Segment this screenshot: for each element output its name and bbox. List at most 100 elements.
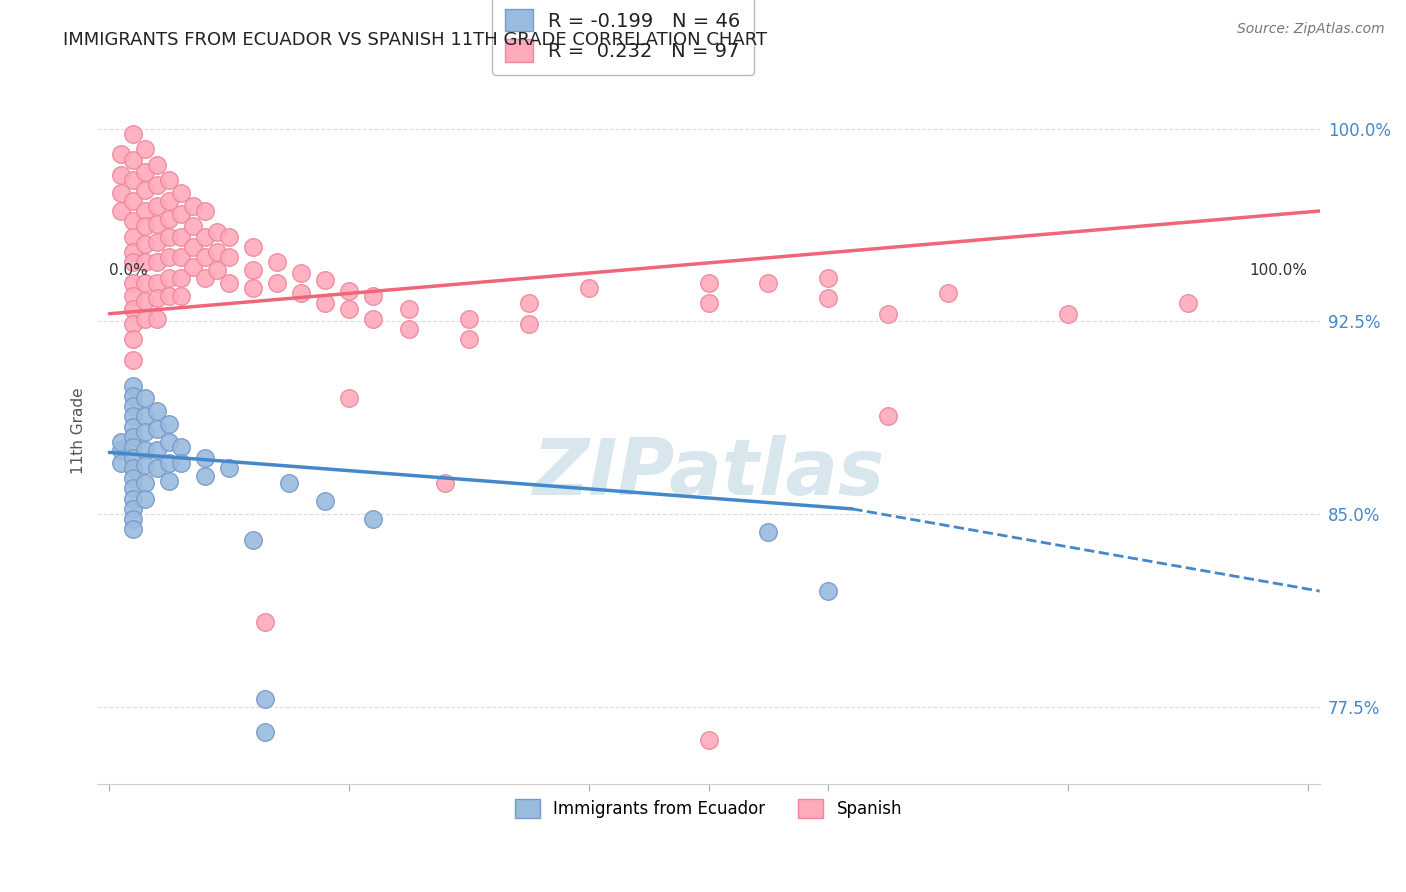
Point xyxy=(697,733,720,747)
Point xyxy=(122,245,145,260)
Point xyxy=(122,194,145,208)
Point xyxy=(122,353,145,368)
Point xyxy=(218,276,240,290)
Point xyxy=(134,476,156,491)
Point xyxy=(122,399,145,413)
Point xyxy=(122,419,145,434)
Point xyxy=(110,147,132,161)
Point xyxy=(218,460,240,475)
Point xyxy=(146,404,169,418)
Point xyxy=(278,476,301,491)
Point xyxy=(218,250,240,264)
Text: 0.0%: 0.0% xyxy=(110,263,148,278)
Point xyxy=(157,194,180,208)
Point xyxy=(578,281,600,295)
Point xyxy=(146,442,169,457)
Point xyxy=(194,204,217,219)
Point xyxy=(170,440,193,454)
Point xyxy=(157,270,180,285)
Point xyxy=(134,409,156,424)
Point xyxy=(254,615,277,629)
Point xyxy=(110,204,132,219)
Point xyxy=(170,456,193,470)
Point xyxy=(122,229,145,244)
Point xyxy=(242,240,264,254)
Text: ZIPatlas: ZIPatlas xyxy=(533,435,884,511)
Point xyxy=(146,311,169,326)
Point xyxy=(181,219,204,234)
Point xyxy=(146,235,169,249)
Point xyxy=(110,186,132,200)
Point xyxy=(170,186,193,200)
Point xyxy=(134,219,156,234)
Point xyxy=(337,284,360,298)
Point xyxy=(361,289,384,303)
Point xyxy=(134,237,156,252)
Point xyxy=(194,229,217,244)
Point xyxy=(157,289,180,303)
Legend: Immigrants from Ecuador, Spanish: Immigrants from Ecuador, Spanish xyxy=(508,792,910,825)
Point xyxy=(457,311,479,326)
Point xyxy=(122,409,145,424)
Point xyxy=(361,512,384,526)
Point xyxy=(242,533,264,547)
Point xyxy=(146,422,169,436)
Point xyxy=(170,229,193,244)
Point xyxy=(290,286,312,301)
Point xyxy=(134,204,156,219)
Point xyxy=(146,291,169,305)
Point xyxy=(266,276,288,290)
Point xyxy=(205,245,228,260)
Point xyxy=(146,276,169,290)
Point xyxy=(134,425,156,439)
Point xyxy=(134,184,156,198)
Point xyxy=(122,389,145,403)
Point xyxy=(205,263,228,277)
Point xyxy=(134,392,156,406)
Point xyxy=(134,142,156,156)
Point xyxy=(181,199,204,213)
Point xyxy=(361,311,384,326)
Point xyxy=(254,692,277,706)
Point xyxy=(181,240,204,254)
Point xyxy=(146,460,169,475)
Point xyxy=(194,450,217,465)
Point xyxy=(134,276,156,290)
Point xyxy=(398,322,420,336)
Point xyxy=(122,333,145,347)
Point xyxy=(758,276,780,290)
Point xyxy=(936,286,959,301)
Point xyxy=(170,289,193,303)
Point xyxy=(337,392,360,406)
Point xyxy=(146,255,169,269)
Point xyxy=(122,440,145,454)
Point xyxy=(146,158,169,172)
Point xyxy=(122,482,145,496)
Point xyxy=(122,523,145,537)
Point xyxy=(122,127,145,141)
Point xyxy=(134,458,156,473)
Point xyxy=(157,474,180,488)
Point xyxy=(817,291,839,305)
Point xyxy=(218,229,240,244)
Point xyxy=(877,307,900,321)
Point xyxy=(157,417,180,432)
Point xyxy=(157,435,180,450)
Point xyxy=(242,263,264,277)
Point xyxy=(122,301,145,316)
Point xyxy=(697,276,720,290)
Point xyxy=(266,255,288,269)
Point xyxy=(134,165,156,179)
Point xyxy=(242,281,264,295)
Point xyxy=(110,168,132,182)
Point xyxy=(122,153,145,167)
Point xyxy=(122,289,145,303)
Text: Source: ZipAtlas.com: Source: ZipAtlas.com xyxy=(1237,22,1385,37)
Point xyxy=(110,435,132,450)
Point xyxy=(697,296,720,310)
Point xyxy=(517,296,540,310)
Point xyxy=(1057,307,1080,321)
Point xyxy=(122,471,145,485)
Point xyxy=(122,512,145,526)
Point xyxy=(194,250,217,264)
